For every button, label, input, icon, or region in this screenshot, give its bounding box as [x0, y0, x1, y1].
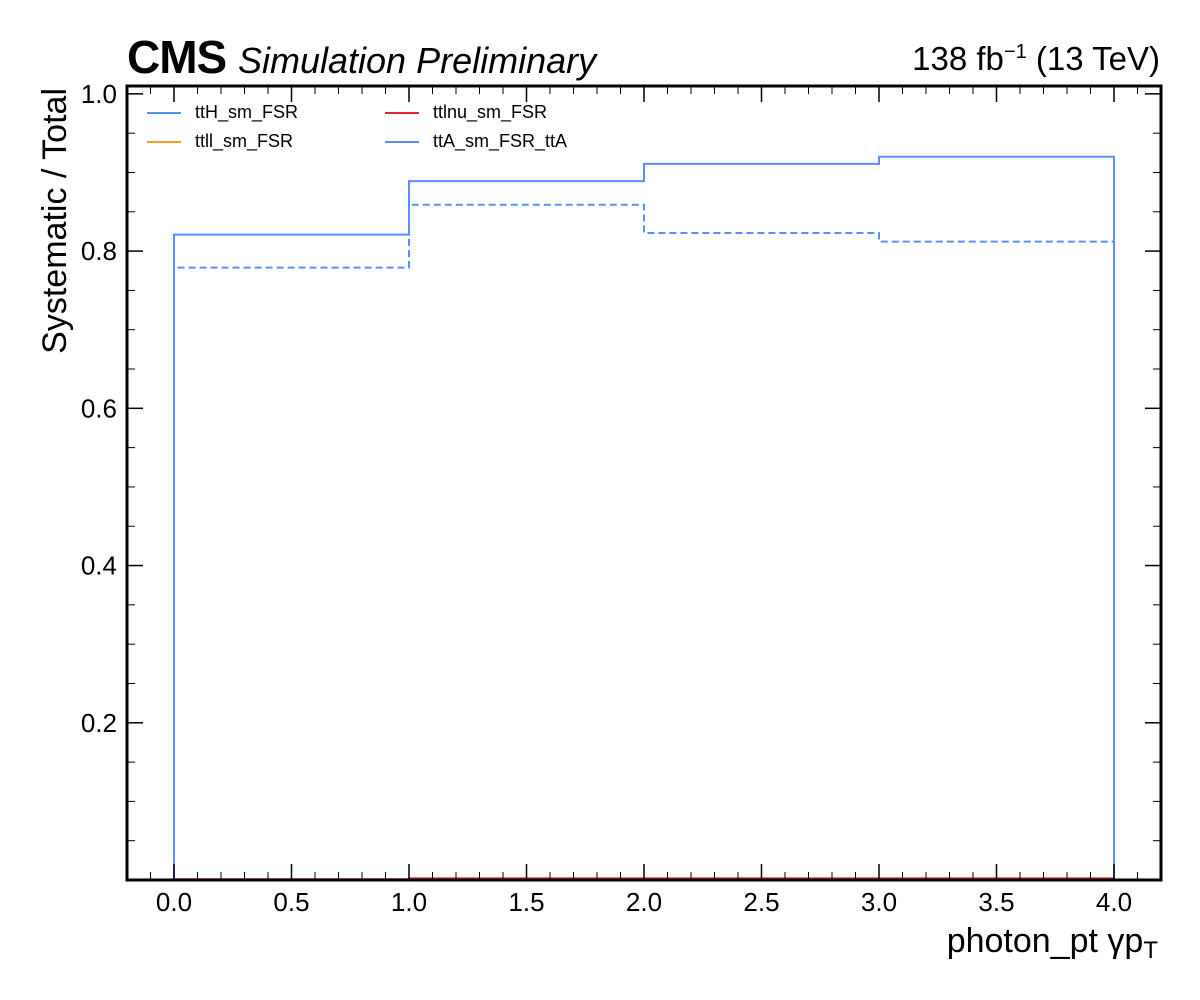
- lumi-value: 138 fb: [912, 40, 1004, 77]
- legend-label: ttll_sm_FSR: [195, 131, 294, 151]
- series-layer: [173, 155, 1115, 881]
- lumi-exponent: −1: [1003, 41, 1027, 63]
- x-tick-label: 0.0: [156, 887, 192, 917]
- legend-entry: ttH_sm_FSR: [147, 102, 298, 123]
- series-line-4: [173, 203, 1115, 880]
- y-tick-label: 0.6: [81, 393, 117, 423]
- experiment-label: CMS: [127, 31, 227, 83]
- x-tick-label: 2.0: [626, 887, 662, 917]
- legend-entry: ttlnu_sm_FSR: [385, 102, 547, 123]
- legend-entry: ttll_sm_FSR: [147, 131, 293, 152]
- lumi-label: 138 fb−1 (13 TeV): [912, 40, 1160, 78]
- extra-label: Simulation Preliminary: [238, 40, 597, 81]
- x-tick-label: 1.0: [391, 887, 427, 917]
- plot-frame: [125, 84, 1163, 882]
- y-tick-label: 0.8: [81, 236, 117, 266]
- legend-entry: ttA_sm_FSR_ttA: [385, 131, 567, 152]
- legend-swatch: [385, 111, 419, 114]
- x-tick-label: 1.5: [508, 887, 544, 917]
- y-tick-label: 0.4: [81, 551, 117, 581]
- x-axis-label: photon_pt γpT: [947, 922, 1159, 964]
- legend-label: ttlnu_sm_FSR: [433, 102, 548, 122]
- x-axis-label-main: photon_pt γp: [947, 922, 1144, 960]
- x-tick-label: 3.0: [861, 887, 897, 917]
- x-tick-label: 0.5: [273, 887, 309, 917]
- y-axis-label: Systematic / Total: [36, 88, 74, 354]
- legend-label: ttA_sm_FSR_ttA: [433, 131, 568, 151]
- legend-label: ttH_sm_FSR: [195, 102, 299, 122]
- x-axis-label-sub: T: [1143, 937, 1158, 964]
- x-tick-label: 4.0: [1096, 887, 1132, 917]
- series-line-3: [173, 155, 1115, 880]
- legend-swatch: [385, 140, 419, 143]
- y-tick-label: 0.2: [81, 708, 117, 738]
- y-tick-label: 1.0: [81, 79, 117, 109]
- legend-swatch: [147, 140, 181, 143]
- x-tick-label: 2.5: [743, 887, 779, 917]
- x-tick-label: 3.5: [978, 887, 1014, 917]
- legend-swatch: [147, 111, 181, 114]
- lumi-energy: (13 TeV): [1026, 40, 1160, 77]
